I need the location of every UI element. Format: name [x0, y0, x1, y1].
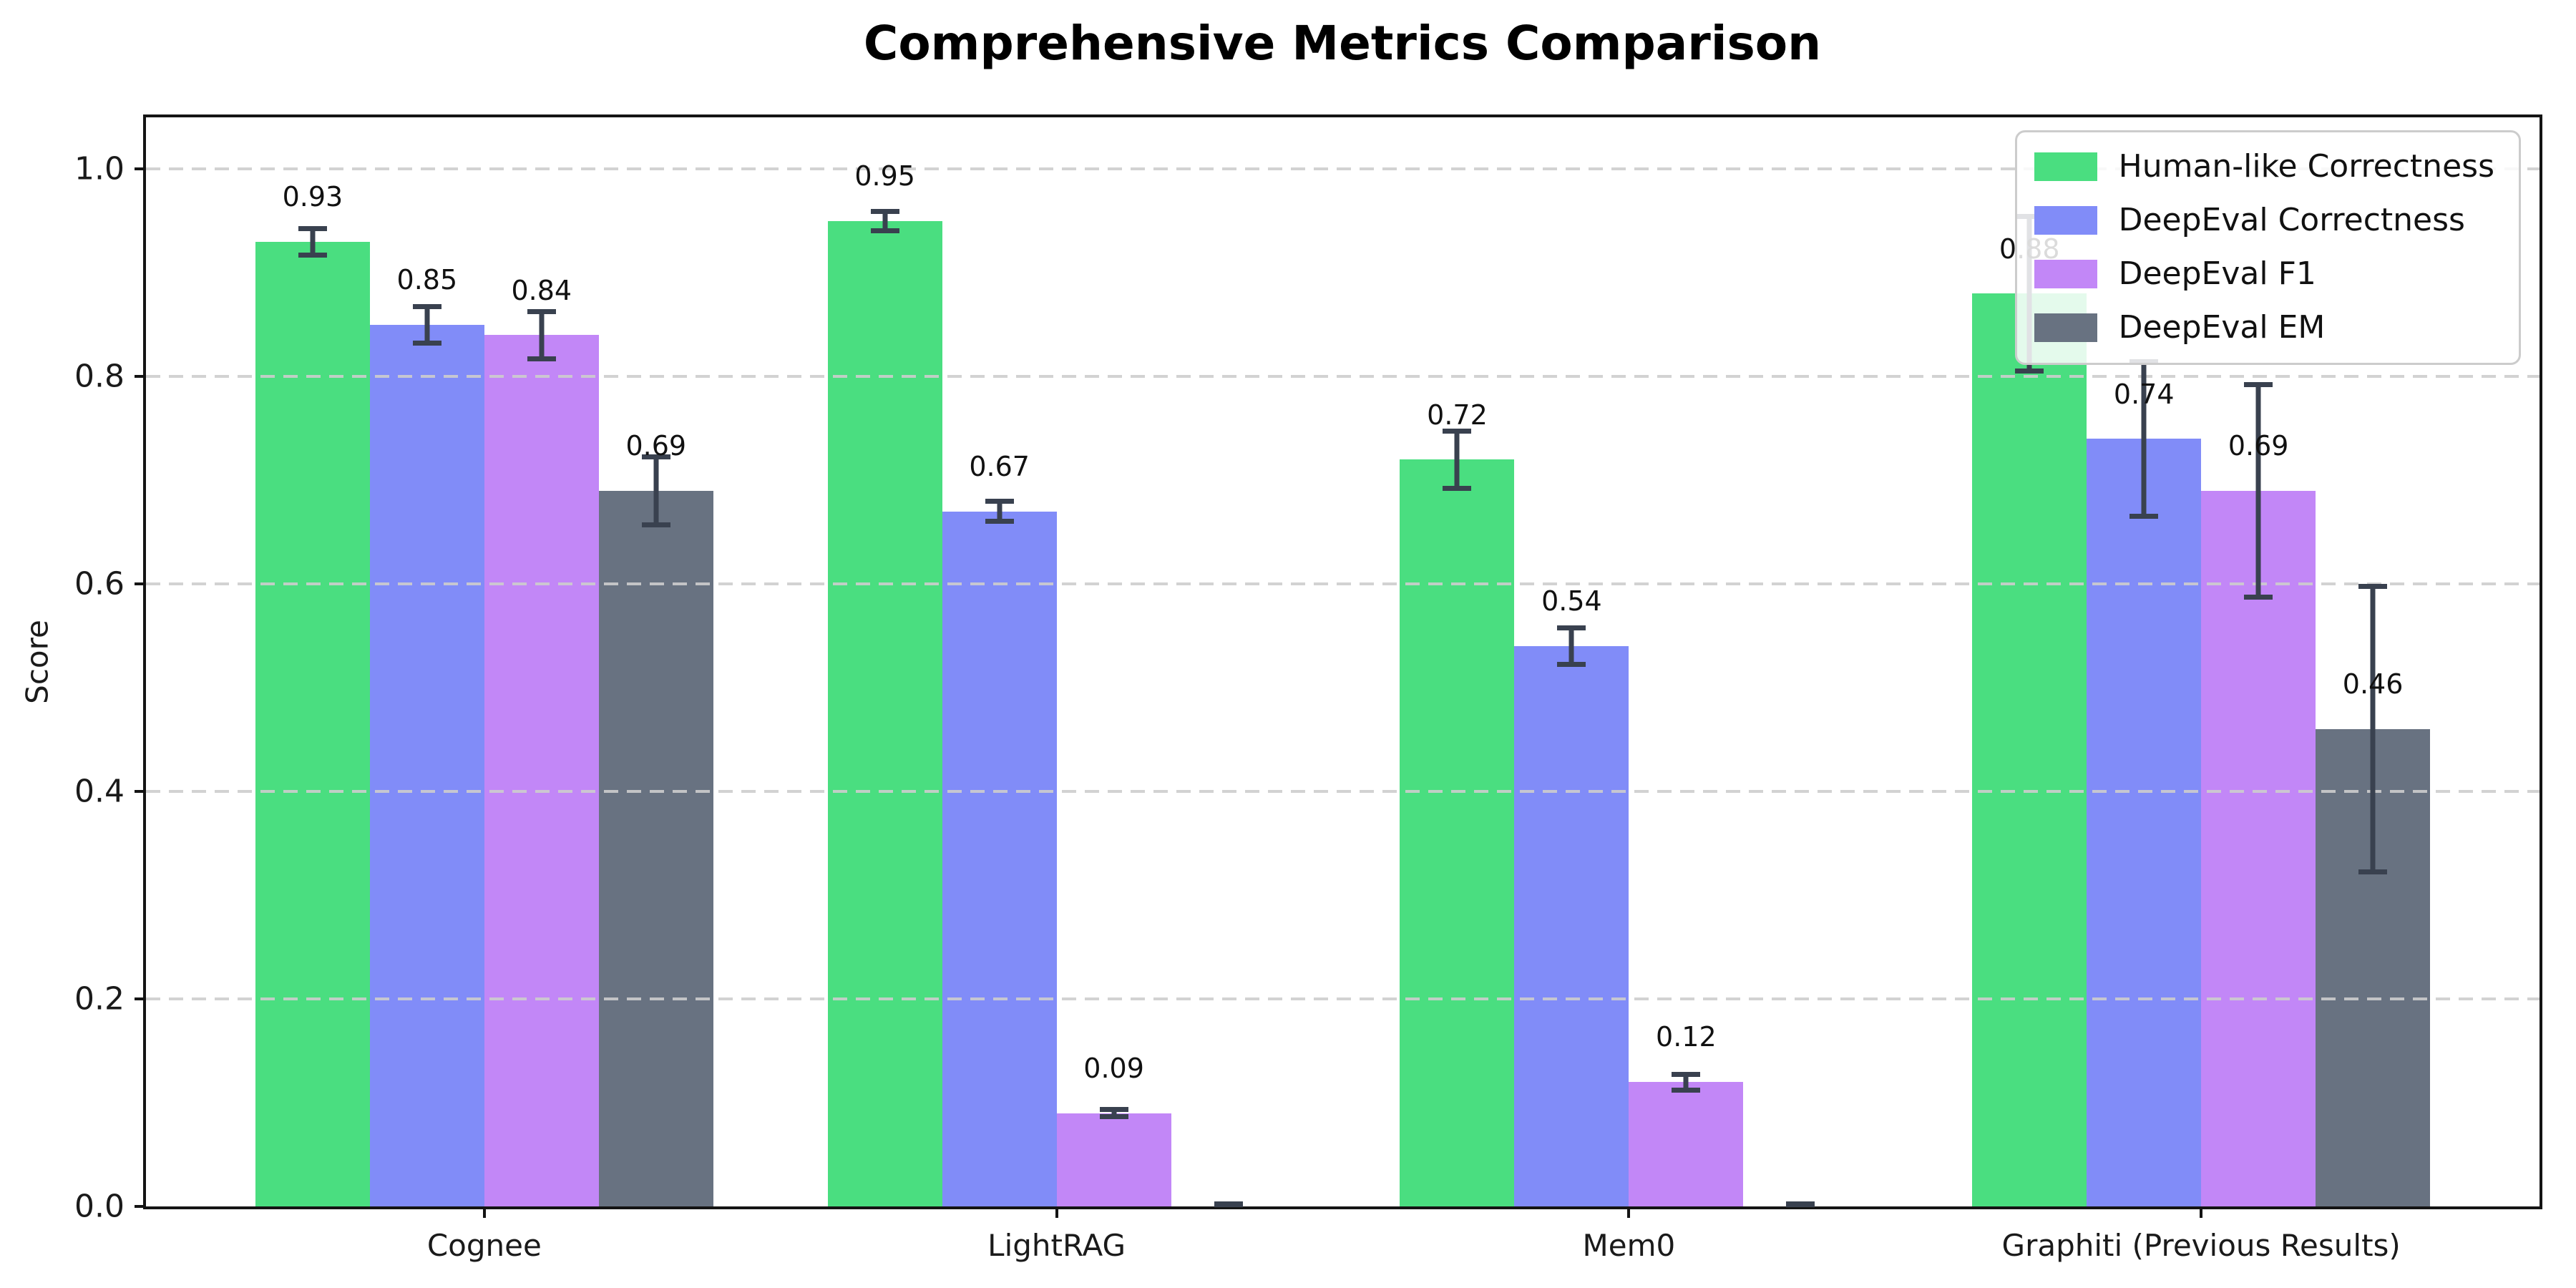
bar — [1056, 1113, 1171, 1206]
bar-value-label: 0.85 — [396, 264, 458, 296]
error-bar — [870, 208, 899, 234]
y-tick-label: 0.8 — [74, 358, 125, 395]
gridline — [146, 375, 2540, 379]
bar — [1400, 459, 1515, 1206]
error-bar — [985, 499, 1014, 525]
bar-value-label: 0.69 — [2228, 430, 2289, 462]
gridline — [146, 790, 2540, 794]
y-tick-label: 0.6 — [74, 565, 125, 602]
bar-value-label: 0.72 — [1427, 399, 1488, 431]
x-tick-label: LightRAG — [987, 1228, 1126, 1263]
bar-value-label: 0.09 — [1083, 1052, 1144, 1084]
bar-value-label: 0.54 — [1541, 585, 1602, 618]
bar — [255, 241, 370, 1206]
legend-label: DeepEval F1 — [2118, 255, 2316, 292]
y-tick-label: 0.0 — [74, 1188, 125, 1225]
error-bar — [641, 454, 670, 527]
error-bar — [1099, 1106, 1128, 1120]
legend-item: DeepEval EM — [2034, 309, 2494, 346]
bar — [1972, 293, 2087, 1206]
y-tick — [135, 997, 146, 1001]
bar — [1514, 646, 1629, 1206]
legend-label: Human-like Correctness — [2118, 148, 2494, 185]
bar-value-label: 0.12 — [1656, 1021, 1717, 1053]
y-tick — [135, 1205, 146, 1208]
bar-value-label: 0.46 — [2342, 668, 2404, 701]
bar — [598, 490, 713, 1206]
legend-swatch — [2034, 152, 2097, 181]
gridline — [146, 167, 2540, 171]
x-tick — [1627, 1206, 1631, 1218]
x-tick — [1055, 1206, 1058, 1218]
error-bar — [412, 303, 441, 346]
bar-value-label: 0.95 — [854, 160, 915, 192]
gridline — [146, 997, 2540, 1001]
legend: Human-like Correctness DeepEval Correctne… — [2014, 130, 2521, 365]
bar-value-label: 0.93 — [282, 181, 343, 213]
error-bar — [1443, 428, 1472, 491]
error-bar — [1557, 625, 1586, 668]
x-tick — [2200, 1206, 2203, 1218]
y-tick-label: 1.0 — [74, 150, 125, 187]
y-tick — [135, 582, 146, 586]
y-tick — [135, 167, 146, 171]
y-tick — [135, 790, 146, 794]
x-tick — [482, 1206, 486, 1218]
error-bar — [1214, 1201, 1243, 1208]
x-tick-label: Mem0 — [1582, 1228, 1676, 1263]
x-tick-label: Graphiti (Previous Results) — [2001, 1228, 2401, 1263]
bar-value-label: 0.69 — [625, 430, 687, 462]
legend-item: DeepEval F1 — [2034, 255, 2494, 292]
legend-swatch — [2034, 313, 2097, 342]
legend-label: DeepEval Correctness — [2118, 202, 2465, 238]
bar — [942, 511, 1057, 1206]
plot-area: Human-like Correctness DeepEval Correctne… — [74, 114, 2542, 1263]
bar-value-label: 0.67 — [969, 451, 1030, 483]
y-axis-label: Score — [19, 620, 55, 704]
error-bar — [2358, 584, 2388, 875]
error-bar — [1786, 1201, 1815, 1208]
y-tick-label: 0.2 — [74, 980, 125, 1018]
chart-title: Comprehensive Metrics Comparison — [863, 16, 1822, 71]
y-tick-label: 0.4 — [74, 773, 125, 810]
error-bar — [2244, 381, 2273, 600]
legend-swatch — [2034, 259, 2097, 288]
error-bar — [1672, 1071, 1701, 1093]
bar — [484, 335, 599, 1206]
legend-swatch — [2034, 205, 2097, 235]
bar-value-label: 0.74 — [2113, 378, 2175, 410]
error-bar — [527, 309, 556, 361]
bar — [1629, 1082, 1744, 1206]
bar — [827, 220, 942, 1206]
y-tick — [135, 375, 146, 379]
bar — [2201, 490, 2316, 1206]
gridline — [146, 582, 2540, 586]
legend-label: DeepEval EM — [2118, 309, 2326, 346]
x-tick-label: Cognee — [426, 1228, 542, 1263]
legend-item: Human-like Correctness — [2034, 148, 2494, 185]
bar — [2087, 439, 2202, 1206]
bar — [369, 324, 484, 1206]
legend-item: DeepEval Correctness — [2034, 202, 2494, 238]
bar-value-label: 0.84 — [511, 274, 572, 306]
error-bar — [298, 226, 327, 258]
